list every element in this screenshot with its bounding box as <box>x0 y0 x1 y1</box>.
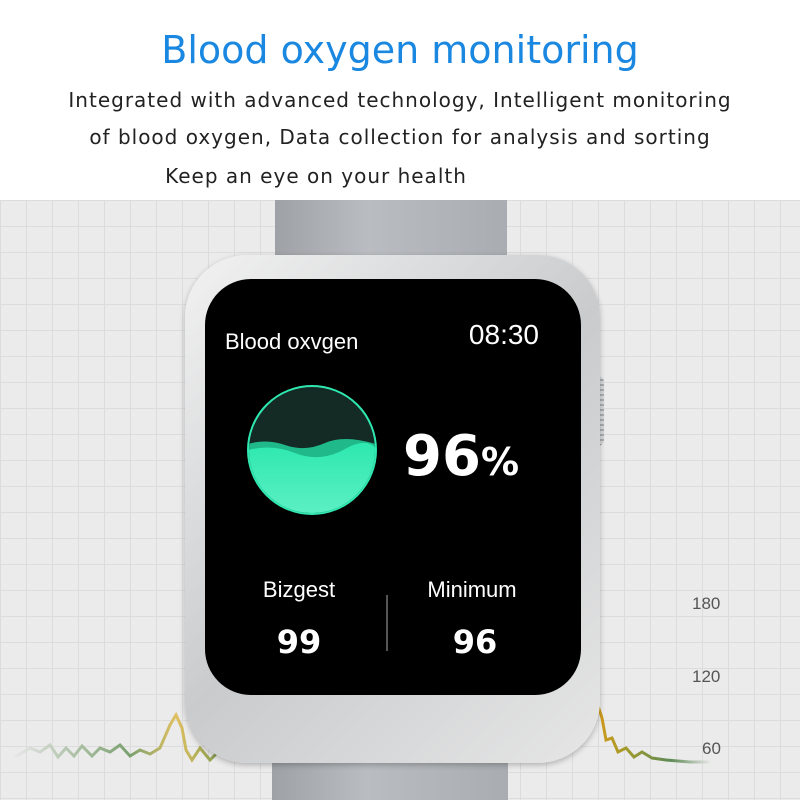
tagline: Keep an eye on your health <box>165 164 467 188</box>
watch-screen: Blood oxvgen 08:30 96% Bizgest 99 Minimu… <box>205 279 581 695</box>
oxygen-percentage: 96% <box>403 424 520 489</box>
wave-left <box>14 711 246 763</box>
axis-tick: 120 <box>692 667 721 686</box>
axis-tick: 60 <box>702 739 721 758</box>
description-line: of blood oxygen, Data collection for ana… <box>89 125 711 149</box>
description-line: Integrated with advanced technology, Int… <box>68 88 732 112</box>
divider <box>386 595 388 651</box>
axis-tick: 180 <box>692 594 721 613</box>
minimum-label: Minimum <box>427 577 517 602</box>
clock-time: 08:30 <box>468 319 539 350</box>
screen-title: Blood oxvgen <box>225 329 359 354</box>
oxygen-level-gauge <box>247 385 377 515</box>
highest-value: 99 <box>276 623 322 661</box>
headline: Blood oxygen monitoring <box>161 28 639 72</box>
highest-label: Bizgest <box>262 577 336 602</box>
minimum-value: 96 <box>452 623 498 661</box>
